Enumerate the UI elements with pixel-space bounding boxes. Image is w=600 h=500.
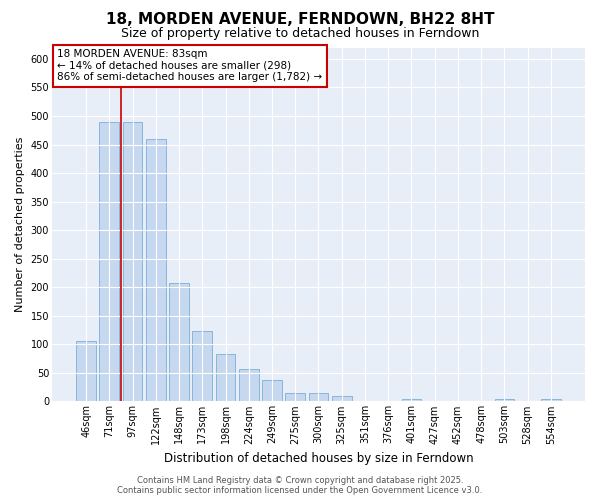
Bar — [262, 380, 282, 402]
Text: 18, MORDEN AVENUE, FERNDOWN, BH22 8HT: 18, MORDEN AVENUE, FERNDOWN, BH22 8HT — [106, 12, 494, 28]
Bar — [239, 369, 259, 402]
Y-axis label: Number of detached properties: Number of detached properties — [15, 137, 25, 312]
Bar — [76, 342, 96, 402]
Bar — [286, 394, 305, 402]
Bar — [541, 398, 561, 402]
Bar — [193, 331, 212, 402]
Bar — [215, 354, 235, 402]
Text: Contains HM Land Registry data © Crown copyright and database right 2025.
Contai: Contains HM Land Registry data © Crown c… — [118, 476, 482, 495]
Bar — [100, 122, 119, 402]
Text: 18 MORDEN AVENUE: 83sqm
← 14% of detached houses are smaller (298)
86% of semi-d: 18 MORDEN AVENUE: 83sqm ← 14% of detache… — [57, 50, 322, 82]
Bar — [146, 139, 166, 402]
Text: Size of property relative to detached houses in Ferndown: Size of property relative to detached ho… — [121, 28, 479, 40]
Bar — [169, 283, 189, 402]
Bar — [308, 393, 328, 402]
Bar — [332, 396, 352, 402]
Bar — [494, 398, 514, 402]
Bar — [401, 398, 421, 402]
Bar — [122, 122, 142, 402]
X-axis label: Distribution of detached houses by size in Ferndown: Distribution of detached houses by size … — [164, 452, 473, 465]
